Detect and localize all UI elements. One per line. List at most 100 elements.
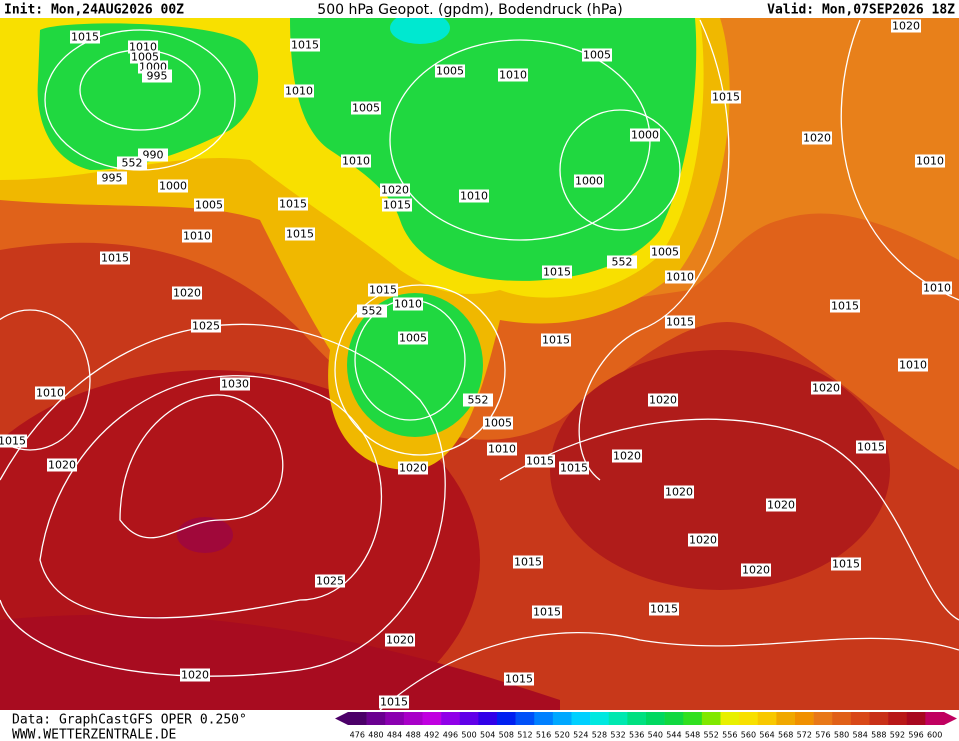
colorbar-label: 496 <box>443 731 458 740</box>
isobar-label: 1005 <box>131 51 159 64</box>
isobar-label: 1005 <box>352 102 380 115</box>
colorbar-cell <box>646 712 665 725</box>
colorbar-label: 516 <box>536 731 551 740</box>
isobar-label: 1015 <box>369 284 397 297</box>
isobar-label-bg <box>648 393 678 407</box>
isobar-label: 1015 <box>650 603 678 616</box>
isobar-label-bg <box>559 461 589 475</box>
colorbar-label: 504 <box>480 731 495 740</box>
isobar-label-bg <box>898 358 928 372</box>
isobar-label-bg <box>398 331 428 345</box>
colorbar-cell <box>925 712 945 725</box>
colorbar-cell <box>664 712 684 725</box>
isobar-label-bg <box>180 668 210 682</box>
colorbar-label: 568 <box>778 731 793 740</box>
isobar-label-bg <box>194 198 224 212</box>
isobar <box>334 284 506 456</box>
colorbar-cell <box>515 712 535 725</box>
colorbar-label: 600 <box>927 731 942 740</box>
isobar-labels: 1015101010051000995990552995100010051010… <box>0 19 952 709</box>
colorbar-label: 532 <box>610 731 625 740</box>
colorbar-label: 596 <box>908 731 923 740</box>
isobar-label: 1015 <box>560 462 588 475</box>
isobar-label: 1020 <box>399 462 427 475</box>
colorbar-label: 500 <box>461 731 476 740</box>
colorbar-arrow-left <box>335 712 348 725</box>
isobar-label-bg <box>398 461 428 475</box>
isobar-label: 1010 <box>394 298 422 311</box>
isobar-label: 1020 <box>649 394 677 407</box>
isobar-label: 1015 <box>666 316 694 329</box>
isobar-label: 1015 <box>0 435 26 448</box>
isobar <box>119 394 284 539</box>
colorbar-arrow-right <box>944 712 957 725</box>
colorbar-cell <box>497 712 516 725</box>
colorbar-label: 480 <box>368 731 383 740</box>
isobar-label-bg <box>525 454 555 468</box>
colorbar-cell <box>422 712 442 725</box>
isobar-label-bg <box>463 393 493 407</box>
isobar-label: 1020 <box>892 20 920 33</box>
isobar-label: 1020 <box>689 534 717 547</box>
colorbar-label: 536 <box>629 731 644 740</box>
isobar-label: 552 <box>362 305 383 318</box>
isobar-label-bg <box>891 19 921 33</box>
colorbar-cell <box>608 712 628 725</box>
isobar-label-bg <box>117 156 147 170</box>
isobar-label: 1020 <box>173 287 201 300</box>
colorbar-label: 548 <box>685 731 700 740</box>
colorbar-cell <box>701 712 721 725</box>
isobar-label-bg <box>100 251 130 265</box>
isobar <box>0 309 91 451</box>
colorbar-cell <box>813 712 833 725</box>
colorbar-cell <box>534 712 554 725</box>
init-time: Init: Mon,24AUG2026 00Z <box>4 3 184 18</box>
isobar-label-bg <box>0 434 27 448</box>
isobar-label-bg <box>385 633 415 647</box>
colorbar-cell <box>571 712 591 725</box>
isobar-label: 1015 <box>71 31 99 44</box>
colorbar-cell <box>757 712 777 725</box>
isobar-label: 1010 <box>129 41 157 54</box>
isobar-label-bg <box>830 299 860 313</box>
isobar-label-bg <box>513 555 543 569</box>
isobar-label: 1015 <box>712 91 740 104</box>
isobar-label-bg <box>630 128 660 142</box>
isobar-label: 1010 <box>666 271 694 284</box>
colorbar-label: 540 <box>648 731 663 740</box>
isobar-label-bg <box>856 440 886 454</box>
isobar-label-bg <box>142 69 172 83</box>
isobar-label-bg <box>665 315 695 329</box>
isobar-label-bg <box>315 574 345 588</box>
isobar-label: 1020 <box>386 634 414 647</box>
colorbar-cell <box>590 712 610 725</box>
colorbar-cell <box>888 712 908 725</box>
isobar-label: 1015 <box>514 556 542 569</box>
colorbar-cell <box>869 712 889 725</box>
colorbar-cell <box>720 712 740 725</box>
isobar-label: 1015 <box>279 198 307 211</box>
colorbar: 476 480 484 488 492 496 500 504 508 512 516 520 524 5… <box>335 712 957 740</box>
isobar-label: 1015 <box>291 39 319 52</box>
isobar <box>379 632 959 711</box>
isobar-label: 1015 <box>542 334 570 347</box>
isobar-label: 1025 <box>192 320 220 333</box>
isobar-label: 1005 <box>651 246 679 259</box>
data-source: Data: GraphCastGFS OPER 0.250° <box>12 713 247 728</box>
isobar-label: 1020 <box>767 499 795 512</box>
isobar-label-bg <box>915 154 945 168</box>
isobar-label: 1015 <box>543 266 571 279</box>
isobar <box>578 19 730 481</box>
isobar-label: 1030 <box>221 378 249 391</box>
isobar-label: 1020 <box>381 184 409 197</box>
field-cyan <box>390 12 450 44</box>
isobar-label: 1015 <box>101 252 129 265</box>
field-green <box>347 293 483 437</box>
isobar-label-bg <box>351 101 381 115</box>
isobar <box>559 109 681 231</box>
isobar-label-bg <box>368 283 398 297</box>
isobar-label-bg <box>459 189 489 203</box>
field-green <box>37 23 259 170</box>
isobar-label-bg <box>498 68 528 82</box>
